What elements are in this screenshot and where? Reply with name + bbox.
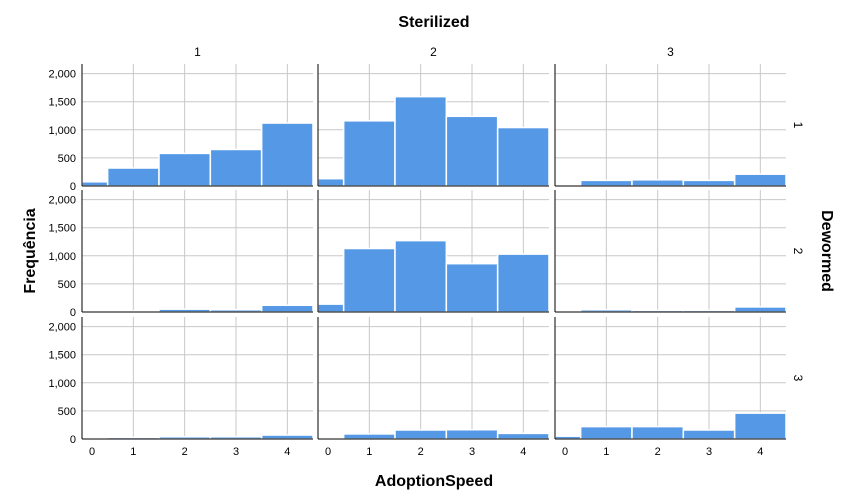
x-tick-label: 1	[603, 446, 609, 458]
histogram-bar	[260, 434, 314, 440]
row-facet-label: 3	[791, 375, 805, 382]
x-tick-label: 2	[182, 446, 188, 458]
histogram-bar	[394, 239, 448, 313]
y-axis-title: Frequência	[22, 208, 39, 293]
row-facet-label: 1	[791, 122, 805, 129]
histogram-bar	[496, 253, 550, 313]
histogram-bar	[342, 120, 396, 187]
histogram-bar	[317, 303, 345, 313]
panel-grid: 1 2 3 1 2 3 0 500 1,000 1,500 2,000 0 500 1,000 1,500 2…	[48, 45, 805, 458]
y-tick-label: 1,000	[48, 251, 76, 263]
histogram-bar	[445, 428, 499, 440]
chart-title: Sterilized	[398, 14, 469, 31]
row-facet-label: 2	[791, 248, 805, 255]
x-tick-label: 3	[469, 446, 475, 458]
histogram-bar	[682, 179, 736, 187]
histogram-bar	[158, 152, 212, 187]
histogram-bar	[496, 126, 550, 187]
histogram-bar	[260, 122, 314, 187]
histogram-bar	[342, 247, 396, 313]
histogram-bar	[445, 115, 499, 187]
row-facet-title: Dewormed	[818, 210, 835, 292]
x-tick-label: 0	[562, 446, 568, 458]
y-tick-label: 1,500	[48, 350, 76, 362]
histogram-bar	[733, 173, 787, 187]
histogram-bar	[394, 429, 448, 440]
y-tick-label: 1,500	[48, 97, 76, 109]
y-tick-label: 1,000	[48, 125, 76, 137]
histogram-bar	[209, 148, 263, 187]
column-facet-label: 2	[430, 45, 437, 59]
y-tick-label: 0	[70, 307, 76, 319]
y-tick-label: 2,000	[48, 195, 76, 207]
y-tick-label: 2,000	[48, 69, 76, 81]
column-facet-label: 3	[667, 45, 674, 59]
histogram-bar	[733, 412, 787, 440]
x-tick-label: 4	[520, 446, 526, 458]
x-tick-label: 2	[418, 446, 424, 458]
histogram-bar	[317, 177, 345, 187]
x-tick-label: 0	[89, 446, 95, 458]
x-tick-label: 1	[130, 446, 136, 458]
histogram-bar	[394, 95, 448, 187]
y-tick-label: 0	[70, 181, 76, 193]
x-tick-label: 2	[655, 446, 661, 458]
x-tick-label: 3	[706, 446, 712, 458]
x-tick-label: 0	[325, 446, 331, 458]
y-tick-label: 0	[70, 434, 76, 446]
histogram-bar	[579, 179, 633, 187]
histogram-bar	[106, 167, 160, 187]
histogram-bar	[81, 181, 109, 187]
x-tick-label: 4	[757, 446, 763, 458]
histogram-bar	[342, 433, 396, 440]
histogram-bar	[496, 432, 550, 440]
histogram-bar	[631, 425, 685, 440]
y-tick-label: 1,000	[48, 378, 76, 390]
histogram-bar	[682, 429, 736, 440]
y-tick-label: 1,500	[48, 223, 76, 235]
y-tick-label: 2,000	[48, 322, 76, 334]
y-tick-label: 500	[58, 153, 76, 165]
histogram-bar	[260, 304, 314, 313]
x-tick-label: 3	[233, 446, 239, 458]
y-tick-label: 500	[58, 279, 76, 291]
histogram-bar	[445, 262, 499, 313]
histogram-bar	[579, 425, 633, 440]
y-tick-label: 500	[58, 406, 76, 418]
histogram-bar	[733, 306, 787, 313]
x-tick-label: 1	[366, 446, 372, 458]
x-tick-label: 4	[284, 446, 290, 458]
column-facet-label: 1	[194, 45, 201, 59]
x-axis-title: AdoptionSpeed	[375, 473, 493, 490]
histogram-bar	[631, 179, 685, 187]
